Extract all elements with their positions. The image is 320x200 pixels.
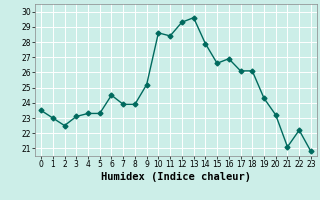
X-axis label: Humidex (Indice chaleur): Humidex (Indice chaleur) — [101, 172, 251, 182]
